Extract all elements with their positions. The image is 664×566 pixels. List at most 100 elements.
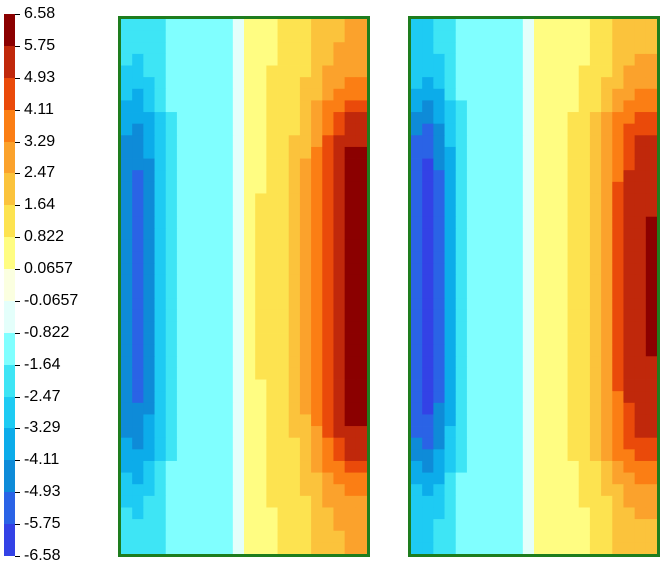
heatmap-cell [255, 321, 267, 334]
heatmap-cell [132, 379, 144, 392]
heatmap-cell [333, 30, 346, 43]
heatmap-cell [578, 495, 591, 508]
heatmap-cell [444, 333, 457, 346]
heatmap-cell [478, 274, 490, 287]
heatmap-cell [266, 228, 278, 241]
heatmap-cell [333, 484, 346, 497]
heatmap-cell [478, 379, 490, 392]
heatmap-cell [567, 228, 580, 241]
heatmap-cell [500, 100, 513, 113]
heatmap-cell [154, 333, 167, 346]
heatmap-cell [311, 495, 323, 508]
colorbar-swatch [4, 492, 15, 525]
heatmap-cell [188, 519, 200, 532]
heatmap-cell [288, 495, 301, 508]
heatmap-cell [455, 123, 468, 136]
heatmap-cell [165, 460, 178, 473]
heatmap-cell [500, 426, 513, 439]
heatmap-cell [199, 542, 211, 554]
heatmap-cell [556, 519, 568, 532]
heatmap-cell [288, 112, 301, 125]
heatmap-cell [299, 216, 312, 229]
heatmap-cell [500, 484, 513, 497]
heatmap-cell [299, 19, 312, 32]
colorbar-tick-label: -3.29 [24, 419, 61, 437]
heatmap-cell [355, 472, 367, 485]
heatmap-cell [232, 286, 245, 299]
heatmap-cell [534, 77, 546, 90]
heatmap-cell [244, 65, 256, 78]
heatmap-cell [422, 530, 434, 543]
heatmap-cell [645, 158, 657, 171]
heatmap-cell [645, 274, 657, 287]
heatmap-cell [634, 437, 647, 450]
heatmap-cell [132, 216, 144, 229]
heatmap-cell [255, 170, 267, 183]
heatmap-cell [277, 158, 290, 171]
heatmap-cell [522, 286, 535, 299]
heatmap-cell [511, 251, 524, 264]
heatmap-cell [221, 286, 234, 299]
heatmap-cell [645, 460, 657, 473]
heatmap-cell [344, 542, 357, 554]
heatmap-cell [556, 530, 568, 543]
heatmap-cell [534, 460, 546, 473]
heatmap-cell [478, 135, 490, 148]
heatmap-cell [299, 88, 312, 101]
heatmap-cell [210, 53, 223, 66]
heatmap-cell [422, 542, 434, 554]
heatmap-cell [601, 344, 613, 357]
heatmap-cell [232, 239, 245, 253]
heatmap-cell [500, 414, 513, 427]
heatmap-cell [277, 472, 290, 485]
heatmap-cell [567, 426, 580, 439]
heatmap-cell [433, 251, 445, 264]
heatmap-cell [255, 135, 267, 148]
colorbar-tick [15, 109, 20, 111]
heatmap-cell [165, 507, 178, 520]
heatmap-cell [612, 460, 624, 473]
heatmap-cell [601, 437, 613, 450]
heatmap-cell [634, 42, 647, 55]
heatmap-cell [221, 251, 234, 264]
heatmap-cell [422, 449, 434, 462]
heatmap-cell [511, 367, 524, 380]
heatmap-cell [143, 53, 155, 66]
heatmap-cell [266, 402, 278, 415]
heatmap-cell [411, 239, 423, 253]
heatmap-cell [322, 216, 334, 229]
heatmap-left [121, 19, 367, 554]
heatmap-cell [478, 507, 490, 520]
heatmap-cell [266, 239, 278, 253]
heatmap-cell [556, 30, 568, 43]
heatmap-cell [612, 205, 624, 218]
heatmap-cell [522, 391, 535, 404]
heatmap-cell [121, 484, 133, 497]
heatmap-cell [333, 414, 346, 427]
heatmap-cell [355, 216, 367, 229]
heatmap-cell [210, 112, 223, 125]
heatmap-cell [333, 286, 346, 299]
heatmap-cell [244, 472, 256, 485]
heatmap-cell [176, 181, 189, 194]
heatmap-cell [500, 495, 513, 508]
heatmap-cell [176, 216, 189, 229]
heatmap-cell [455, 263, 468, 276]
heatmap-cell [199, 426, 211, 439]
heatmap-cell [444, 495, 457, 508]
heatmap-cell [355, 205, 367, 218]
heatmap-cell [288, 402, 301, 415]
heatmap-cell [511, 216, 524, 229]
heatmap-cell [522, 53, 535, 66]
heatmap-cell [645, 251, 657, 264]
heatmap-cell [232, 426, 245, 439]
heatmap-cell [545, 42, 557, 55]
heatmap-cell [522, 135, 535, 148]
heatmap-cell [355, 542, 367, 554]
heatmap-cell [444, 19, 457, 32]
heatmap-cell [199, 100, 211, 113]
heatmap-cell [288, 542, 301, 554]
heatmap-cell [165, 100, 178, 113]
heatmap-cell [165, 170, 178, 183]
heatmap-cell [132, 19, 144, 32]
